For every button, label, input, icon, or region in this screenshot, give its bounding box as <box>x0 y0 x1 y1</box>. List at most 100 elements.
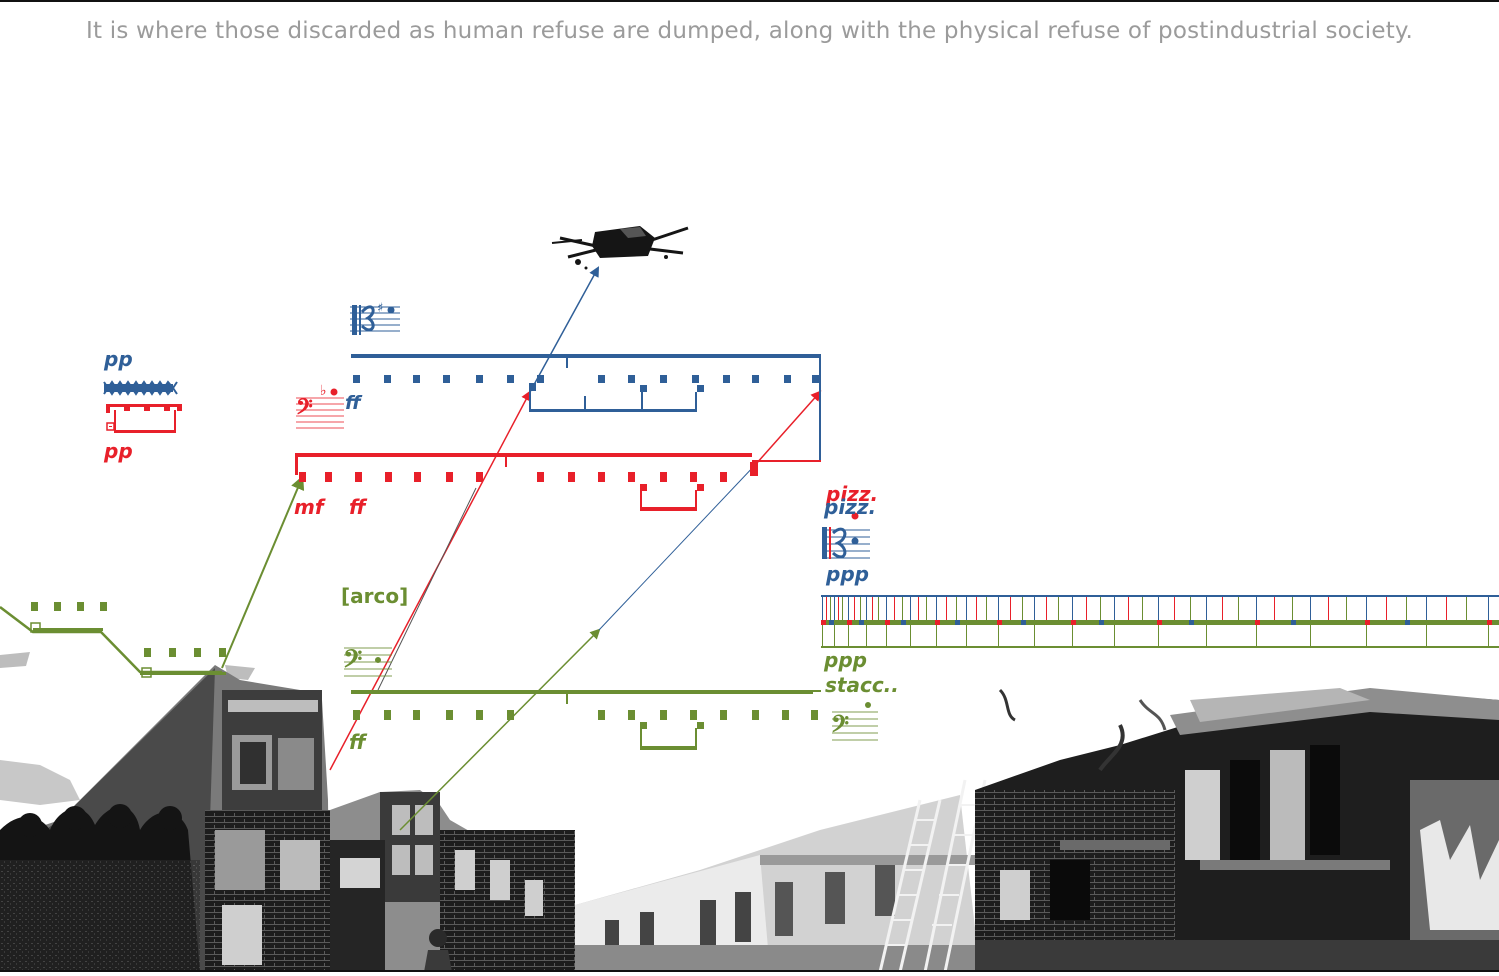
pizz-note <box>847 620 852 625</box>
pizz-tick <box>1366 597 1367 620</box>
technique-pizz-blue: pizz. <box>824 495 877 519</box>
pizz-note <box>1365 620 1370 625</box>
dynamic-ppp-green: ppp <box>824 648 867 672</box>
green-left-staff <box>0 602 226 678</box>
blue-main-staff <box>351 354 821 462</box>
pizz-tick <box>1256 597 1257 620</box>
stacc-tick <box>1366 625 1367 646</box>
pizz-tick <box>918 597 919 620</box>
flat-icon: ♭ <box>320 383 327 399</box>
drone-icon <box>551 226 689 270</box>
bottom-border <box>0 970 1499 972</box>
technique-arco: [arco] <box>341 584 409 608</box>
pizz-tick <box>986 597 987 620</box>
pizz-tick <box>1190 597 1191 620</box>
dynamic-ff-blue: ff <box>345 392 361 414</box>
green-main-staff <box>351 690 821 750</box>
pizz-tick <box>902 597 903 620</box>
pizz-tick <box>946 597 947 620</box>
right-long-staff <box>821 595 1499 648</box>
pizz-note <box>1021 620 1026 625</box>
pizz-note <box>1255 620 1260 625</box>
dynamic-mf-red: mf <box>294 495 324 519</box>
stacc-tick <box>1158 625 1159 646</box>
pizz-tick <box>1034 597 1035 620</box>
top-border <box>0 0 1499 2</box>
pizz-tick <box>1310 597 1311 620</box>
pizz-tick <box>1010 597 1011 620</box>
pizz-tick <box>834 597 835 620</box>
pizz-tick <box>1446 597 1447 620</box>
dynamic-ff-green: ff <box>349 730 366 754</box>
pizz-tick <box>1174 597 1175 620</box>
stacc-tick <box>1072 625 1073 646</box>
pizz-tick <box>1058 597 1059 620</box>
pizz-tick <box>998 597 999 620</box>
pizz-tick <box>848 597 849 620</box>
pizz-tick <box>1142 597 1143 620</box>
stacc-tick <box>834 625 835 646</box>
pizz-note <box>885 620 890 625</box>
stacc-tick <box>1310 625 1311 646</box>
tremolo-zigzag-icon <box>103 380 178 396</box>
bass-clef-icon: 𝄢 <box>343 645 392 680</box>
pizz-note <box>1099 620 1104 625</box>
pizz-tick <box>838 597 839 620</box>
stacc-tick <box>1206 625 1207 646</box>
pizz-tick <box>1426 597 1427 620</box>
pizz-tick <box>966 597 967 620</box>
stacc-tick <box>966 625 967 646</box>
dynamic-ppp-blue: ppp <box>826 562 869 586</box>
gesture-arrows <box>221 266 822 831</box>
pizz-note <box>901 620 906 625</box>
pizz-tick <box>1274 597 1275 620</box>
svg-text:𝄢: 𝄢 <box>296 395 313 425</box>
pizz-tick <box>1114 597 1115 620</box>
pizz-tick <box>878 597 879 620</box>
pizz-note <box>837 620 842 625</box>
pizz-tick <box>822 597 823 620</box>
pizz-tick <box>872 597 873 620</box>
pizz-note <box>1327 620 1332 625</box>
pizz-note <box>1189 620 1194 625</box>
pizz-tick <box>842 597 843 620</box>
pizz-note <box>871 620 876 625</box>
pizz-tick <box>1386 597 1387 620</box>
pizz-tick <box>1072 597 1073 620</box>
bass-clef-icon: 𝄢 ♭ <box>296 383 344 429</box>
pizz-note <box>1405 620 1410 625</box>
svg-text:𝄢: 𝄢 <box>831 710 849 743</box>
red-small-staff <box>106 404 182 433</box>
pizz-tick <box>894 597 895 620</box>
stacc-tick <box>866 625 867 646</box>
pizz-tick <box>1488 597 1489 620</box>
stacc-tick <box>848 625 849 646</box>
pizz-tick <box>936 597 937 620</box>
pizz-tick <box>1128 597 1129 620</box>
pizz-note <box>1157 620 1162 625</box>
pizz-tick <box>830 597 831 620</box>
technique-staccato: stacc.. <box>825 673 899 697</box>
svg-text:𝄢: 𝄢 <box>343 645 362 680</box>
stacc-tick <box>1114 625 1115 646</box>
pizz-tick <box>1466 597 1467 620</box>
stacc-tick <box>1034 625 1035 646</box>
pizz-tick <box>1046 597 1047 620</box>
caption-text: It is where those discarded as human ref… <box>86 18 1413 44</box>
pizz-tick <box>956 597 957 620</box>
stacc-tick <box>936 625 937 646</box>
pizz-note <box>917 620 922 625</box>
stacc-tick <box>822 625 823 646</box>
pizz-note <box>955 620 960 625</box>
pizz-note <box>1221 620 1226 625</box>
pizz-tick <box>1238 597 1239 620</box>
pizz-tick <box>826 597 827 620</box>
pizz-tick <box>886 597 887 620</box>
red-main-staff <box>295 453 821 511</box>
technique-pizz-red: pizz. <box>826 482 879 506</box>
pizz-tick <box>1022 597 1023 620</box>
cityscape-illustration <box>0 652 1499 973</box>
stacc-tick <box>1426 625 1427 646</box>
